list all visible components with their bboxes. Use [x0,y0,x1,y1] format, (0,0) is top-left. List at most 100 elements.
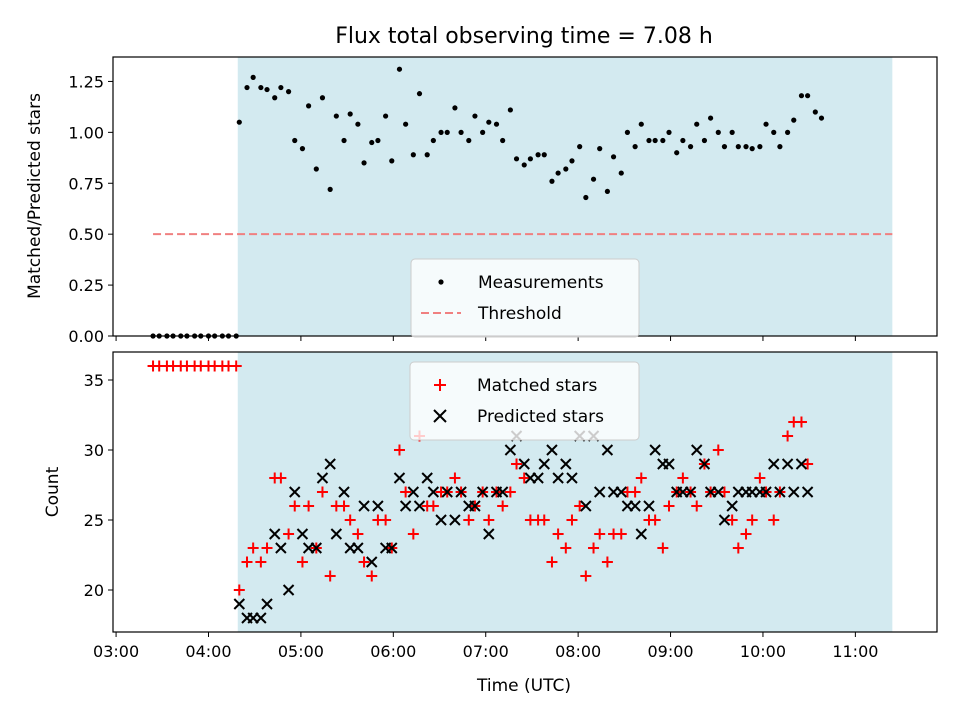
measurement-point [707,115,714,121]
predicted-star-point [566,472,578,484]
measurement-point [771,129,777,135]
y-tick-label: 25 [84,511,104,530]
top-y-axis-label: Matched/Predicted stars [25,93,45,299]
predicted-star-point [760,486,772,498]
measurement-point [749,146,755,152]
predicted-star-point [546,444,558,456]
measurement-point [347,111,353,117]
matched-star-point [255,556,267,568]
matched-star-point [358,556,370,568]
measurement-point [278,84,284,91]
measurement-point [389,158,395,164]
matched-star-point [712,444,724,456]
predicted-star-point [663,458,675,470]
predicted-star-point [261,598,273,610]
matched-star-point [649,514,661,526]
matched-star-point [463,514,475,526]
matched-star-point [518,472,530,484]
y-tick-label: 0.50 [68,225,104,244]
measurement-point [292,137,298,144]
predicted-star-point [399,500,412,512]
legend-marker-1 [433,409,447,423]
predicted-star-point [593,486,606,498]
x-tick-label: 10:00 [740,642,786,661]
matched-star-point [483,514,495,526]
measurement-point [666,129,672,135]
matched-star-point [740,528,752,540]
measurement-point [361,160,367,166]
predicted-star-point [601,444,614,456]
measurement-point [569,158,575,164]
predicted-star-point [504,444,517,456]
predicted-star-point [296,528,309,540]
matched-star-point [338,500,350,512]
x-tick-label: 06:00 [370,642,416,661]
matched-star-point [574,500,586,512]
measurement-point [610,154,617,160]
predicted-star-point [580,500,592,512]
measurement-point [798,93,805,99]
predicted-star-point [615,486,627,498]
matched-star-point [247,542,259,554]
measurement-point [618,170,624,176]
measurement-point [597,146,603,152]
y-tick-label: 0.75 [68,174,104,193]
measurement-point [375,137,381,144]
x-axis-label: Time (UTC) [476,676,571,696]
axes-frame [112,351,938,633]
measurement-point [729,129,735,135]
measurement-point [341,137,347,144]
measurement-point [306,103,312,109]
matched-star-point [538,514,550,526]
y-tick-label: 20 [84,581,104,600]
measurement-point [583,194,589,201]
matched-star-point [566,514,578,526]
matched-star-point [380,514,392,526]
matched-star-point [601,556,613,568]
matched-star-point [511,458,523,470]
y-tick-label: 0.00 [68,327,104,346]
top-panel: 0.00 0.25 0.50 0.75 1.00 1.25 Measurements Thre… [68,56,938,346]
y-tick-label: 1.25 [68,72,104,91]
matched-star-point [754,472,766,484]
matched-star-point [504,486,516,498]
matched-star-point [449,472,461,484]
predicted-star-point [421,472,433,484]
predicted-star-point [310,542,323,554]
measurement-point [638,121,644,127]
measurement-point [577,144,583,150]
y-tick-label: 30 [84,441,104,460]
matched-star-point [746,514,758,526]
predicted-star-point [372,500,384,512]
matched-star-point [726,514,738,526]
y-tick-label: 1.00 [68,123,104,142]
measurement-point [513,156,520,162]
measurement-point [333,113,339,119]
predicted-star-point [795,458,808,470]
matched-star-point [615,528,627,540]
predicted-star-point [269,528,281,540]
measurement-point [535,152,541,158]
measurement-point [458,129,464,135]
x-tick-label: 08:00 [555,642,601,661]
predicted-star-point [518,458,530,470]
predicted-star-point [324,458,336,470]
matched-star-point [296,556,308,568]
predicted-star-point [538,458,550,470]
predicted-star-point [338,486,350,498]
predicted-star-point [427,486,440,498]
measurement-point [715,129,721,135]
measurement-point [244,84,250,91]
measurement-point [452,105,458,111]
measurement-point [438,129,444,135]
predicted-star-point [483,528,495,540]
predicted-star-point [455,486,467,498]
measurement-point [555,170,561,176]
predicted-star-point [233,598,246,610]
matched-star-point [657,542,669,554]
predicted-star-point [496,486,509,498]
legend-marker-0 [434,379,446,391]
predicted-star-point [255,612,267,624]
matched-star-point [677,472,689,484]
bottom-y-axis-label: Count [43,466,63,517]
